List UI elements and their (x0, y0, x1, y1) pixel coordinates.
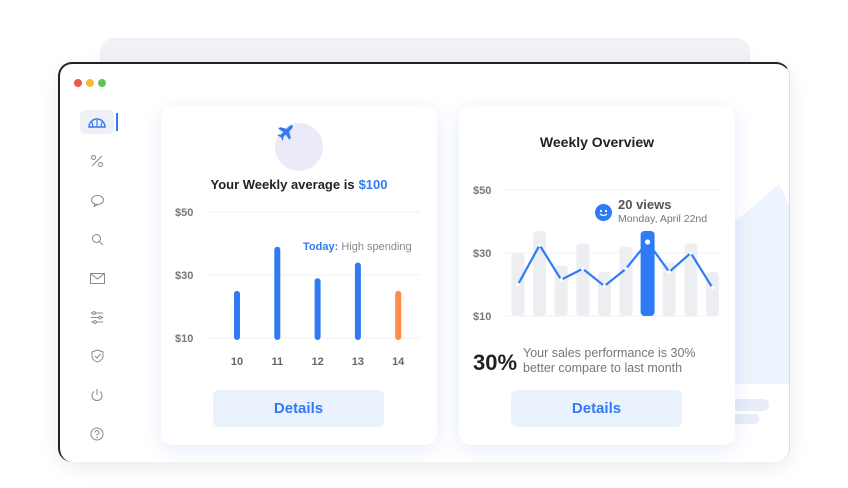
x-tick-label: 14 (392, 356, 405, 368)
line-point (667, 270, 671, 274)
sidebar-item-chat[interactable] (80, 188, 114, 212)
bar (619, 246, 633, 316)
help-icon (90, 427, 104, 441)
weekly-average-card: Your Weekly average is $100 $10 $30 $50 10 11… (161, 105, 437, 445)
weekly-overview-card: Weekly Overview $10 $30 $50 20 views Monday… (459, 105, 735, 445)
today-text: High spending (341, 241, 412, 253)
dashboard-icon (88, 118, 106, 128)
y-tick-label: $30 (473, 248, 491, 260)
bar (662, 262, 676, 316)
x-tick-label: 13 (352, 356, 364, 368)
line-point (516, 282, 520, 287)
airplane-icon (277, 125, 293, 141)
y-tick-label: $30 (175, 270, 193, 282)
line-point (710, 285, 715, 290)
line-point (645, 239, 651, 245)
chart-tooltip: 20 views Monday, April 22nd (595, 197, 707, 225)
line-point (689, 251, 693, 255)
x-tick-label: 12 (311, 356, 323, 368)
y-tick-label: $50 (175, 207, 193, 219)
percent-icon (91, 155, 103, 167)
line-point (602, 284, 607, 288)
y-tick-label: $50 (473, 185, 491, 197)
y-tick-label: $10 (473, 311, 491, 323)
performance-description: Your sales performance is 30% better com… (523, 346, 696, 375)
sidebar-item-logout[interactable] (80, 383, 114, 407)
close-dot[interactable] (74, 79, 82, 87)
sidebar-item-help[interactable] (80, 422, 114, 446)
details-button[interactable]: Details (511, 390, 682, 427)
bar (576, 243, 590, 316)
today-label: Today: (303, 241, 339, 253)
app-window: Your Weekly average is $100 $10 $30 $50 10 11… (58, 62, 790, 462)
line-point (559, 277, 563, 282)
sidebar-item-percent[interactable] (80, 149, 114, 173)
details-button[interactable]: Details (213, 390, 384, 427)
bar (597, 271, 611, 316)
line-point (537, 243, 542, 247)
sidebar-item-search[interactable] (80, 227, 114, 251)
chat-icon (90, 194, 104, 207)
overview-chart: $10 $30 $50 (473, 185, 719, 323)
weekly-overview-title: Weekly Overview (539, 134, 655, 150)
active-indicator (116, 113, 118, 131)
shield-check-icon (91, 349, 103, 363)
tooltip-value: 20 views (618, 197, 672, 212)
smile-icon (595, 204, 612, 221)
maximize-dot[interactable] (98, 79, 106, 87)
minimize-dot[interactable] (86, 79, 94, 87)
performance-percent: 30% (473, 350, 518, 375)
x-tick-label: 10 (231, 356, 243, 368)
average-amount: $100 (358, 177, 388, 192)
trend-line (517, 240, 714, 289)
sidebar (80, 110, 114, 461)
power-icon (91, 389, 103, 401)
plane-badge (275, 123, 323, 171)
y-tick-label: $10 (175, 333, 193, 345)
weekly-average-title: Your Weekly average is $100 (161, 177, 437, 192)
sidebar-item-settings[interactable] (80, 305, 114, 329)
sidebar-item-dashboard[interactable] (80, 110, 114, 134)
bar (684, 243, 698, 316)
today-annotation: Today: High spending (303, 241, 412, 253)
bar (640, 230, 655, 316)
x-tick-label: 11 (271, 356, 283, 368)
title-text: Your Weekly average is (210, 177, 355, 192)
line-point (581, 266, 585, 271)
line-point (624, 266, 628, 271)
search-icon (91, 233, 103, 245)
sidebar-item-mail[interactable] (80, 266, 114, 290)
spending-bar-chart: $10 $30 $50 10 11 12 13 14 (175, 207, 420, 368)
tooltip-date: Monday, April 22nd (618, 213, 708, 225)
mail-icon (89, 272, 105, 284)
sidebar-item-security[interactable] (80, 344, 114, 368)
sliders-icon (91, 310, 103, 324)
